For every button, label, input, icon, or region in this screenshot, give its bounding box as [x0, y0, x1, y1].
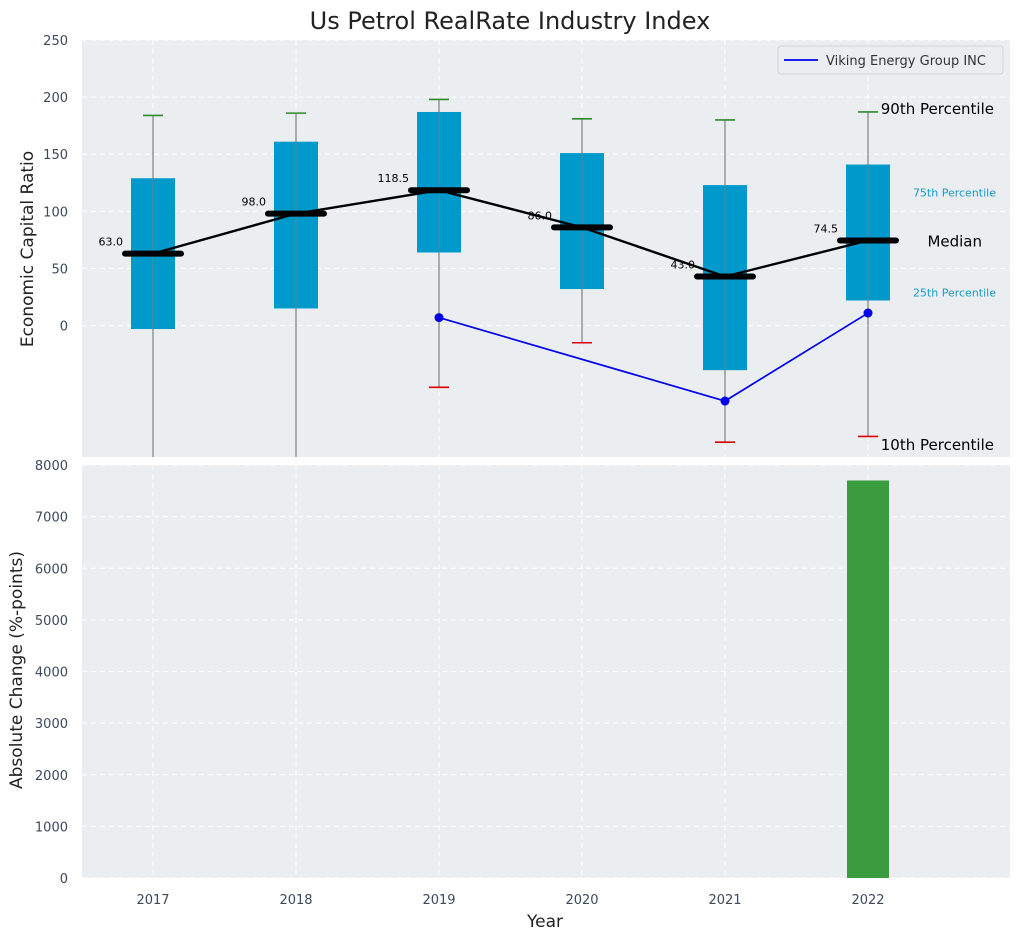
chart-title: Us Petrol RealRate Industry Index [310, 7, 711, 35]
bottom-y-tick-label: 6000 [35, 562, 68, 577]
bottom-panel: 0 1000 2000 3000 4000 5000 6000 7000 8000 2017 201… [35, 459, 1010, 908]
bar-2022 [847, 480, 889, 878]
top-y-tick-label: 200 [43, 91, 68, 106]
legend-box [777, 45, 1004, 75]
annotation-p25: 25th Percentile [913, 286, 996, 299]
top-y-tick-label: 250 [43, 34, 68, 49]
top-y-tick-label: 150 [43, 148, 68, 163]
median-label-2020: 86.0 [528, 209, 553, 222]
bottom-y-tick-label: 7000 [35, 511, 68, 526]
legend-label: Viking Energy Group INC [826, 54, 986, 69]
x-tick-label-2019: 2019 [422, 893, 455, 908]
median-label-2022: 74.5 [814, 223, 839, 236]
company-point-2022 [863, 308, 873, 318]
bottom-y-tick-label: 8000 [35, 459, 68, 474]
median-label-2019: 118.5 [378, 172, 410, 185]
annotation-p10: 10th Percentile [881, 436, 994, 454]
annotation-median: Median [927, 233, 982, 251]
median-label-2017: 63.0 [99, 236, 124, 249]
bottom-y-axis-label: Absolute Change (%-points) [7, 551, 27, 789]
median-label-2021: 43.0 [671, 258, 696, 271]
x-tick-label-2021: 2021 [708, 893, 741, 908]
bottom-y-tick-label: 5000 [35, 614, 68, 629]
annotation-p90: 90th Percentile [881, 100, 994, 118]
company-point-2019 [434, 313, 444, 323]
x-tick-label-2018: 2018 [279, 893, 312, 908]
median-trend-line [152, 189, 869, 278]
legend: Viking Energy Group INC [777, 45, 1004, 75]
top-y-tick-label: 0 [60, 320, 68, 335]
top-y-tick-label: 100 [43, 205, 68, 220]
bottom-y-tick-label: 2000 [35, 769, 68, 784]
x-tick-label-2020: 2020 [565, 893, 598, 908]
bottom-y-tick-label: 4000 [35, 666, 68, 681]
top-y-tick-label: 50 [51, 262, 68, 277]
bottom-y-tick-label: 1000 [35, 820, 68, 835]
x-axis-label: Year [526, 912, 563, 932]
bottom-y-tick-label: 3000 [35, 717, 68, 732]
x-tick-label-2017: 2017 [136, 893, 169, 908]
bottom-y-tick-label: 0 [60, 872, 68, 887]
x-tick-label-2022: 2022 [851, 893, 884, 908]
median-label-2018: 98.0 [242, 196, 267, 209]
top-panel: 0 50 100 150 200 250 63.0 98.0 118.5 86.0 43.0 74.5… [43, 34, 1010, 457]
top-y-axis-label: Economic Capital Ratio [18, 151, 38, 347]
annotation-p75: 75th Percentile [913, 187, 996, 200]
company-point-2021 [720, 396, 730, 406]
